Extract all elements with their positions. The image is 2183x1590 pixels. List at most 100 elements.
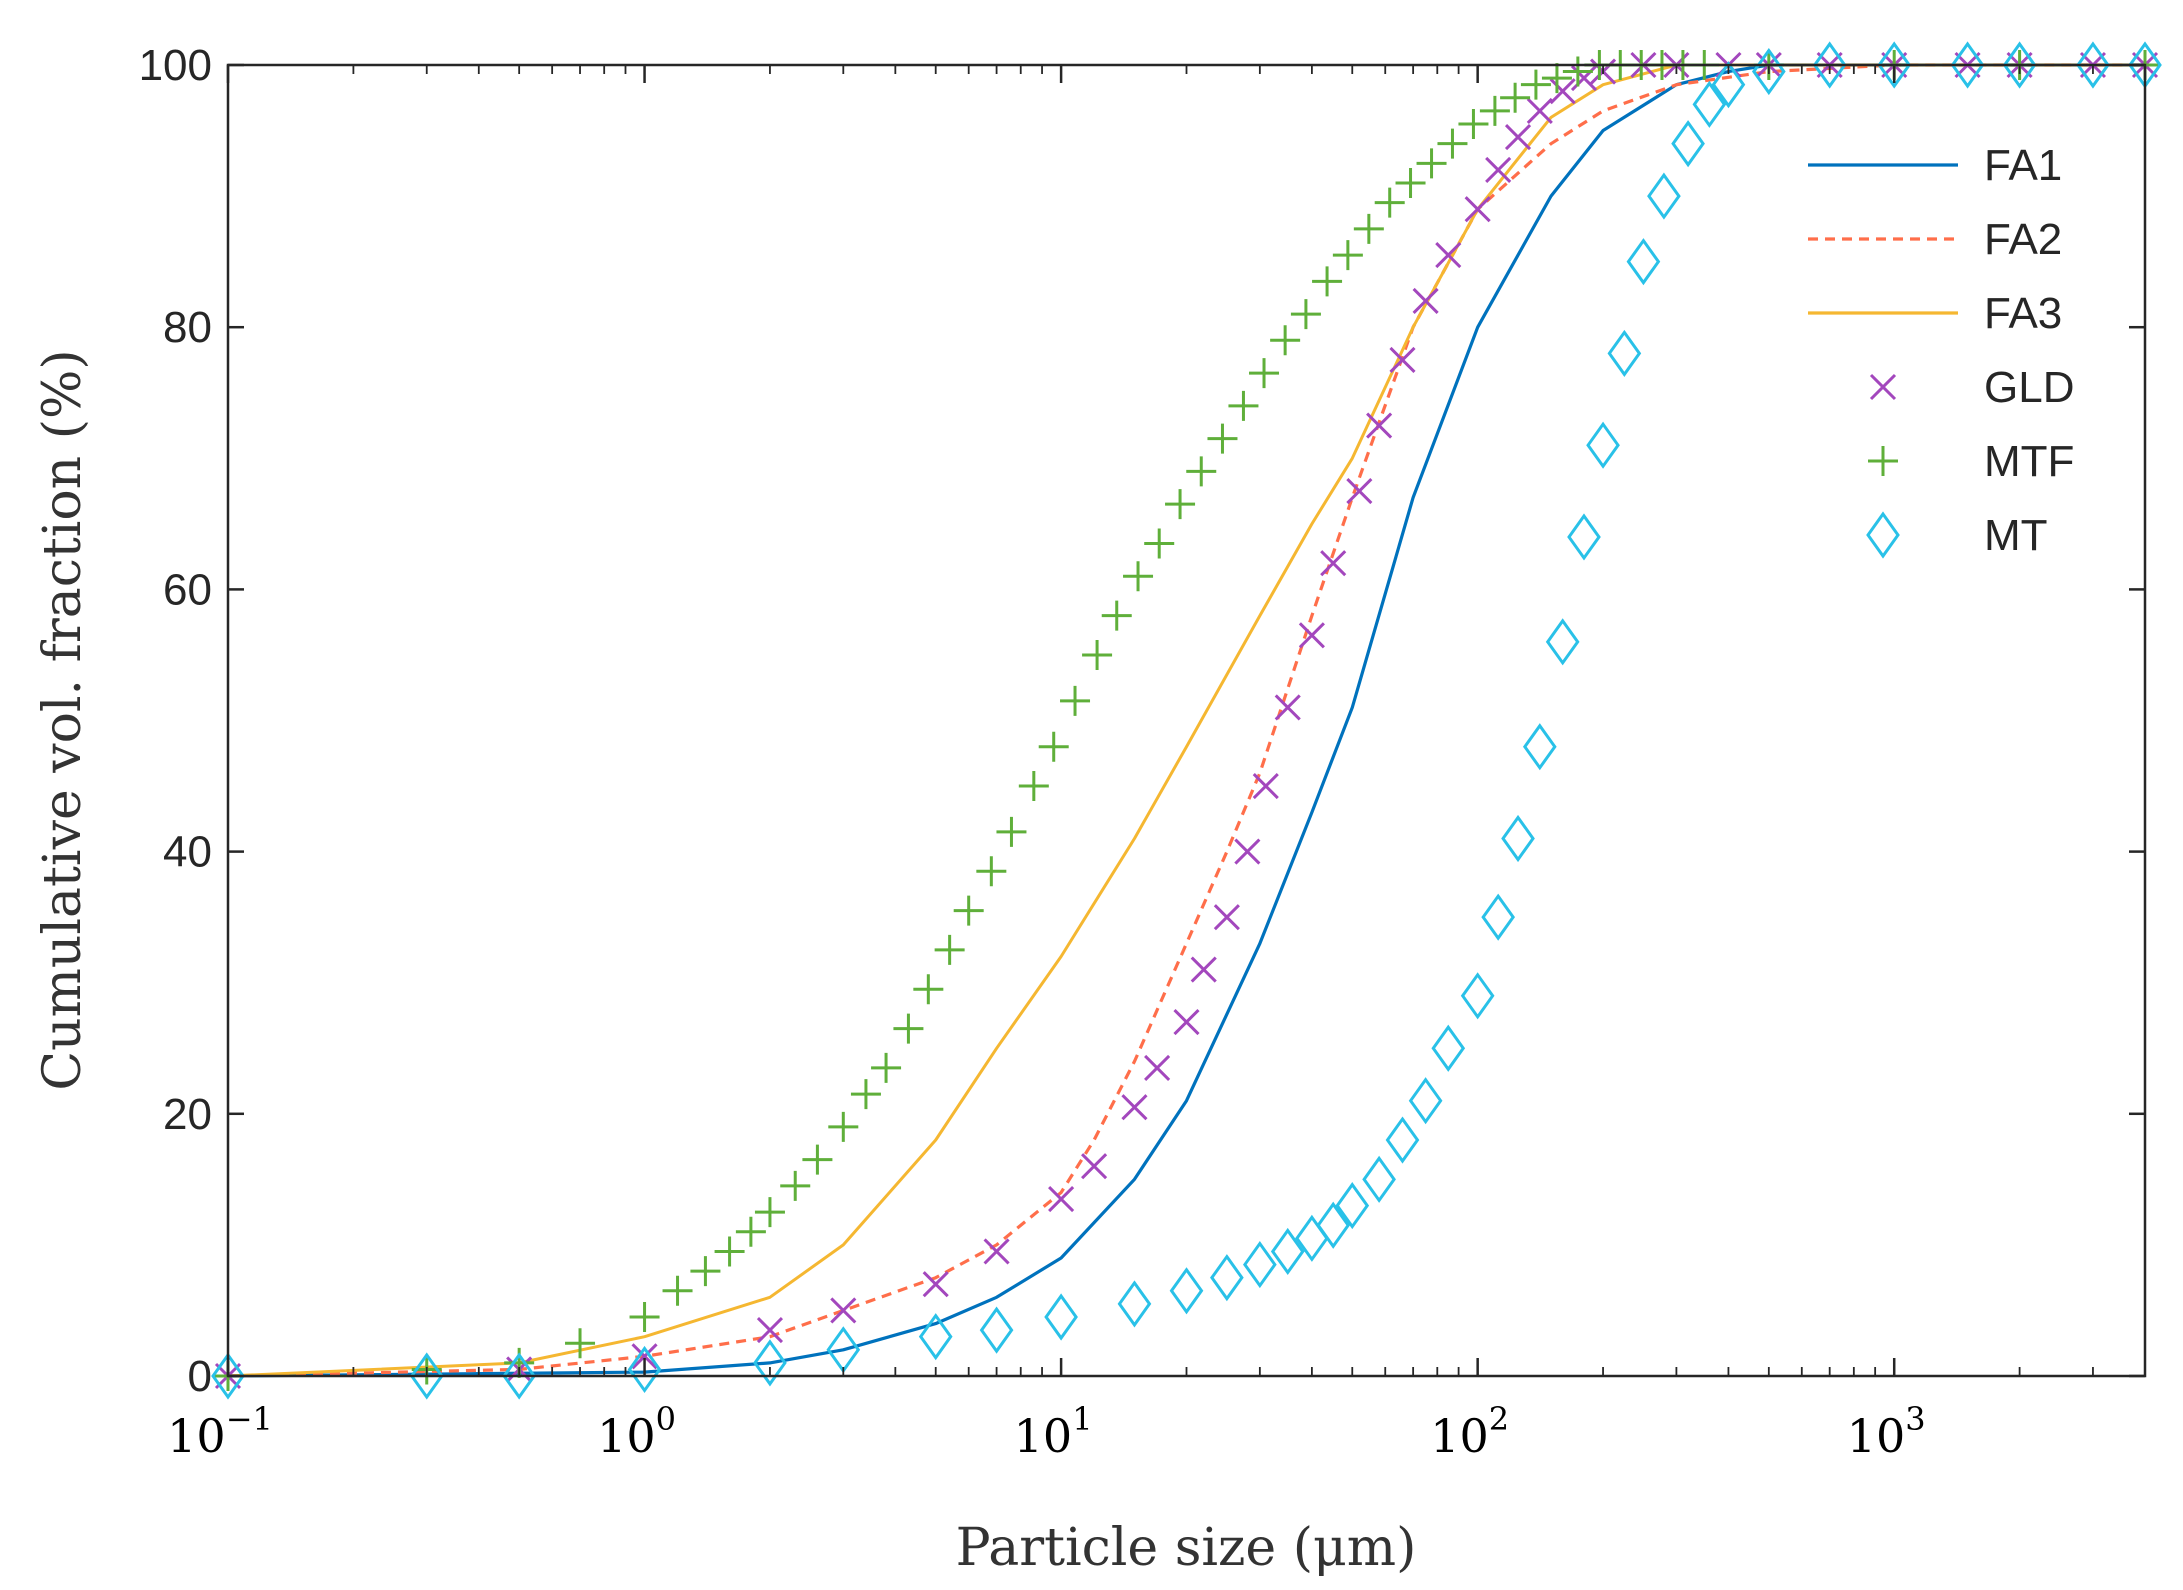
legend-entry-mtf: MTF: [1868, 437, 2074, 486]
data-point-mtf: [1101, 600, 1132, 631]
data-point-mt: [1522, 723, 1557, 771]
y-tick-label: 80: [163, 303, 212, 352]
data-point-mtf: [871, 1052, 902, 1083]
legend: FA1 FA2 FA3 GLD MTF MT: [1808, 141, 2074, 560]
data-point-mt: [1711, 61, 1746, 109]
data-point-mt: [1812, 41, 1847, 89]
data-point-mtf: [735, 1216, 766, 1247]
data-point-mt: [979, 1306, 1014, 1354]
x-tick-label-exponent: 1: [1072, 1400, 1092, 1438]
data-point-mtf: [1458, 108, 1489, 139]
data-point-mt: [1408, 1077, 1443, 1125]
data-point-mt: [753, 1339, 787, 1387]
data-point-mtf: [1374, 187, 1405, 218]
data-point-mtf: [850, 1079, 881, 1110]
data-point-mt: [1950, 41, 1985, 89]
data-point-mt: [918, 1313, 953, 1361]
legend-label: FA3: [1984, 289, 2062, 338]
data-point-gld: [1526, 97, 1553, 124]
data-point-mt: [1431, 1024, 1466, 1072]
x-tick-label-exponent: 0: [656, 1400, 676, 1438]
data-point-gld: [1366, 412, 1393, 439]
data-point-mtf: [1332, 240, 1363, 271]
data-point-mtf: [754, 1197, 785, 1228]
data-point-mtf: [565, 1328, 596, 1359]
data-point-mt: [1385, 1116, 1420, 1164]
data-point-mtf: [1207, 423, 1238, 454]
data-point-gld: [1144, 1054, 1171, 1081]
y-tick-label: 100: [139, 41, 212, 90]
data-point-mt: [1362, 1155, 1396, 1203]
data-point-mtf: [913, 974, 944, 1005]
legend-swatch: [1868, 446, 1898, 476]
data-point-mt: [1210, 1254, 1244, 1302]
data-point-gld: [983, 1238, 1010, 1265]
data-point-gld: [1412, 287, 1439, 315]
data-point-mtf: [976, 856, 1007, 887]
data-point-gld: [1435, 242, 1462, 269]
data-point-mt: [1607, 329, 1642, 378]
data-point-mtf: [1060, 685, 1091, 716]
y-tick-label: 40: [163, 828, 212, 877]
legend-label: GLD: [1984, 363, 2074, 412]
data-point-mtf: [1123, 561, 1154, 592]
legend-label: FA1: [1984, 141, 2062, 190]
data-point-mt: [1117, 1280, 1152, 1328]
legend-swatch: [1866, 511, 1900, 559]
data-point-mt: [1243, 1240, 1277, 1289]
data-point-gld: [1504, 124, 1532, 151]
data-point-mtf: [802, 1144, 833, 1175]
data-point-mt: [1316, 1201, 1351, 1249]
series-fa1: [227, 63, 2145, 1378]
data-point-mtf: [1082, 639, 1113, 670]
data-point-mt: [1647, 172, 1681, 220]
data-point-mtf: [934, 934, 965, 965]
x-tick-label-exponent: 3: [1905, 1400, 1925, 1438]
x-tick-label: 100: [597, 1400, 676, 1463]
data-point-mtf: [1416, 148, 1447, 179]
series-line-fa1: [227, 63, 2145, 1378]
data-point-mt: [1626, 238, 1661, 286]
data-point-gld: [922, 1271, 949, 1298]
x-tick-label: 103: [1847, 1400, 1926, 1463]
data-point-mtf: [1437, 128, 1468, 159]
legend-label: MT: [1984, 511, 2048, 560]
y-tick-label: 0: [188, 1352, 212, 1401]
data-point-mt: [1460, 972, 1495, 1020]
data-point-gld: [631, 1343, 658, 1370]
data-point-mtf: [1562, 56, 1593, 87]
data-point-mtf: [1249, 358, 1280, 389]
y-tick-label: 60: [163, 565, 212, 614]
x-tick-label-base: 10: [167, 1409, 226, 1463]
x-tick-label: 10−1: [167, 1400, 273, 1463]
data-point-mt: [1270, 1227, 1305, 1276]
data-point-mt: [409, 1352, 444, 1400]
data-point-mt: [1692, 80, 1727, 128]
data-point-mtf: [1395, 167, 1426, 198]
x-tick-label-base: 10: [1014, 1409, 1073, 1463]
x-axis-title: Particle size (μm): [956, 1518, 1417, 1578]
plot-area: [228, 65, 2145, 1376]
data-point-mt: [1545, 618, 1580, 666]
data-point-mtf: [1479, 95, 1510, 126]
data-point-gld: [1234, 838, 1261, 865]
data-point-gld: [1173, 1008, 1200, 1036]
data-point-gld: [1464, 196, 1491, 223]
series-layer: [211, 41, 2162, 1400]
x-tick-label-base: 10: [1430, 1409, 1489, 1463]
data-point-mtf: [828, 1111, 859, 1142]
data-point-mtf: [1312, 266, 1343, 297]
data-point-mtf: [1165, 489, 1196, 520]
data-point-mt: [211, 1352, 245, 1400]
y-tick-label: 20: [163, 1090, 212, 1139]
legend-entry-fa2: FA2: [1808, 215, 2062, 264]
legend-label: MTF: [1984, 437, 2074, 486]
data-point-mtf: [953, 895, 984, 926]
y-axis-title: Cumulative vol. fraction (%): [33, 349, 93, 1090]
data-point-mt: [1567, 513, 1601, 561]
series-mt: [211, 41, 2162, 1400]
data-point-gld: [1274, 694, 1301, 721]
data-point-gld: [1190, 956, 1217, 983]
data-point-mtf: [1290, 299, 1321, 330]
